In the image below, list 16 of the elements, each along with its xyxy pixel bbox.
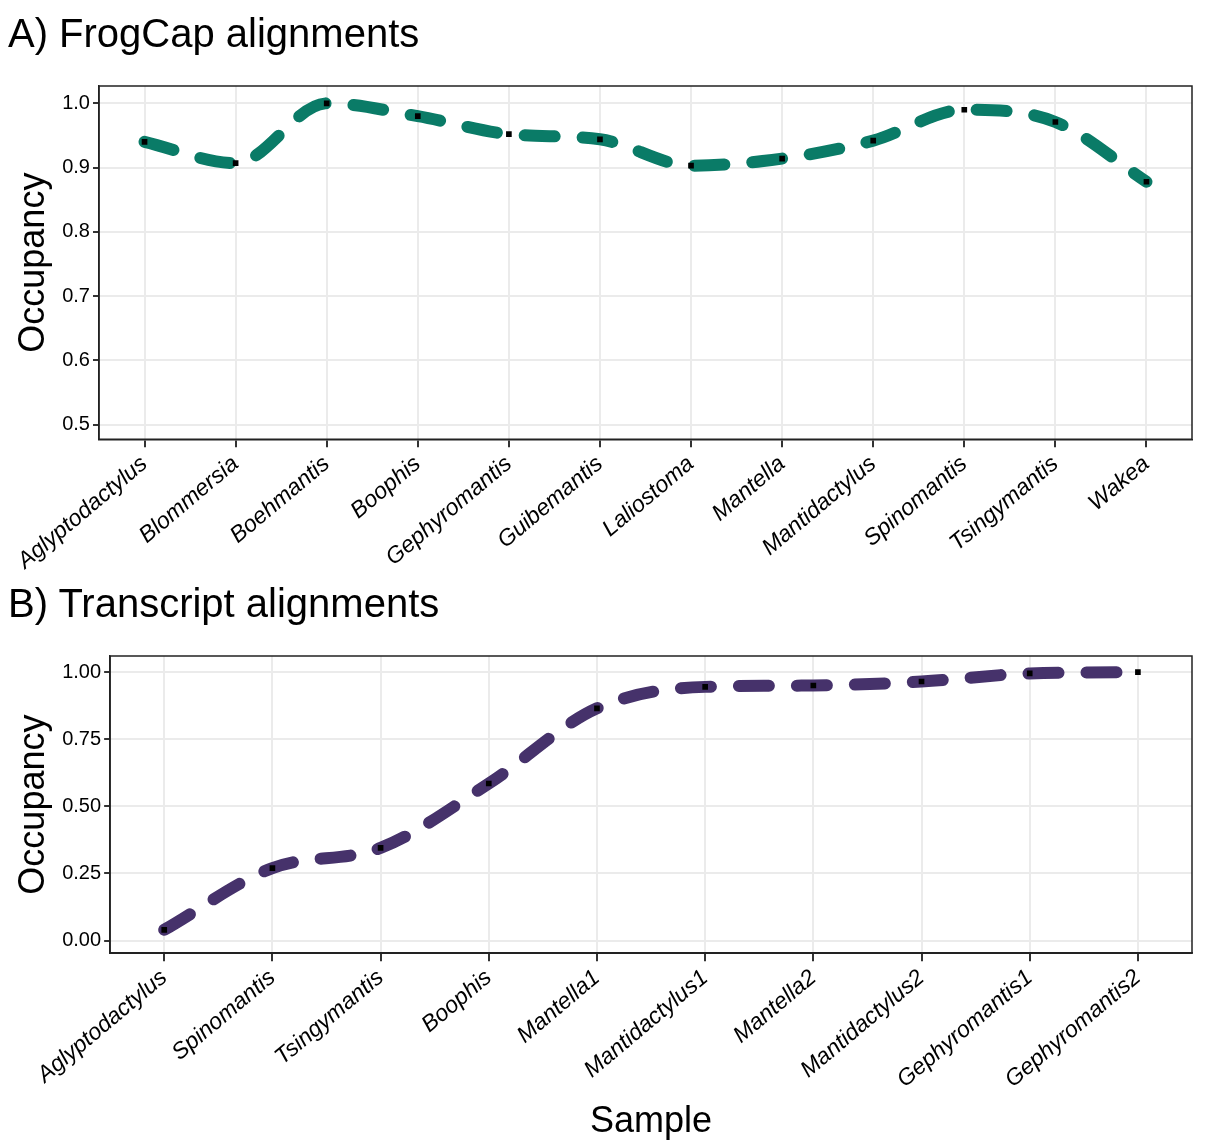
y-tick-label: 0.25 — [62, 860, 102, 883]
y-axis-title: Occupancy — [10, 172, 52, 353]
chart-title: B) Transcript alignments — [8, 581, 440, 626]
y-tick-label: 0.7 — [62, 283, 90, 306]
y-tick-label: 0.5 — [62, 412, 90, 435]
y-tick-label: 0.50 — [62, 793, 102, 816]
y-tick-label: 0.75 — [62, 726, 102, 749]
y-tick-label: 0.00 — [62, 928, 102, 951]
y-tick-label: 0.9 — [62, 155, 90, 178]
chart-title: A) FrogCap alignments — [8, 11, 420, 56]
y-tick-label: 0.6 — [62, 347, 90, 370]
y-tick-label: 1.00 — [62, 659, 102, 682]
y-tick-label: 0.8 — [62, 219, 90, 242]
y-tick-label: 1.0 — [62, 90, 90, 113]
y-axis-title: Occupancy — [10, 714, 52, 895]
x-axis-title: Sample — [590, 1099, 713, 1141]
